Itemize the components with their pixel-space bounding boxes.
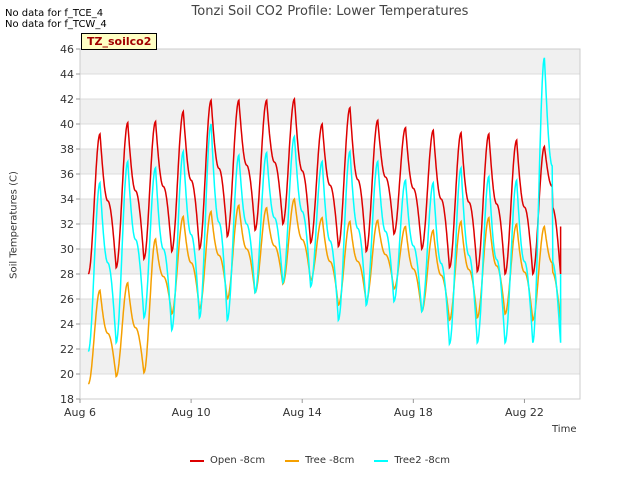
- x-tick-label: Aug 14: [283, 406, 322, 419]
- grid-band: [80, 149, 580, 174]
- grid-band: [80, 299, 580, 324]
- y-tick-label: 38: [60, 143, 74, 156]
- y-tick-label: 46: [60, 43, 74, 56]
- legend-item-tree2: Tree2 -8cm: [374, 455, 450, 466]
- y-tick-label: 32: [60, 218, 74, 231]
- legend-label-open: Open -8cm: [210, 455, 266, 466]
- legend: Open -8cm Tree -8cm Tree2 -8cm: [0, 455, 640, 466]
- series-line-0: [87, 96, 562, 277]
- y-tick-label: 30: [60, 243, 74, 256]
- chart-title: Tonzi Soil CO2 Profile: Lower Temperatur…: [191, 4, 469, 19]
- y-tick-label: 44: [60, 68, 74, 81]
- legend-item-tree: Tree -8cm: [285, 455, 354, 466]
- y-tick-label: 22: [60, 343, 74, 356]
- x-tick-label: Aug 22: [505, 406, 544, 419]
- legend-swatch-tree: [285, 459, 300, 462]
- x-tick-label: Aug 18: [394, 406, 433, 419]
- y-tick-label: 40: [60, 118, 74, 131]
- y-tick-label: 24: [60, 318, 74, 331]
- y-tick-label: 34: [60, 193, 74, 206]
- x-tick-label: Aug 6: [64, 406, 96, 419]
- x-tick-label: Aug 10: [172, 406, 211, 419]
- y-tick-label: 26: [60, 293, 74, 306]
- legend-swatch-tree2: [374, 459, 389, 462]
- y-tick-label: 20: [60, 368, 74, 381]
- no-data-note-1: No data for f_TCE_4: [5, 8, 104, 19]
- legend-swatch-open: [190, 459, 205, 462]
- legend-label-tree2: Tree2 -8cm: [394, 455, 450, 466]
- y-tick-label: 36: [60, 168, 74, 181]
- y-tick-label: 18: [60, 393, 74, 406]
- grid-band: [80, 99, 580, 124]
- no-data-note-2: No data for f_TCW_4: [5, 19, 107, 30]
- legend-label-tree: Tree -8cm: [305, 455, 355, 466]
- x-axis-label: Time: [552, 424, 577, 435]
- grid-band: [80, 199, 580, 224]
- legend-item-open: Open -8cm: [190, 455, 265, 466]
- grid-band: [80, 49, 580, 74]
- y-tick-label: 42: [60, 93, 74, 106]
- series-line-2: [87, 57, 562, 352]
- y-axis-label: Soil Temperatures (C): [8, 171, 20, 279]
- site-tag-badge: TZ_soilco2: [81, 33, 158, 50]
- y-tick-label: 28: [60, 268, 74, 281]
- grid-band: [80, 349, 580, 374]
